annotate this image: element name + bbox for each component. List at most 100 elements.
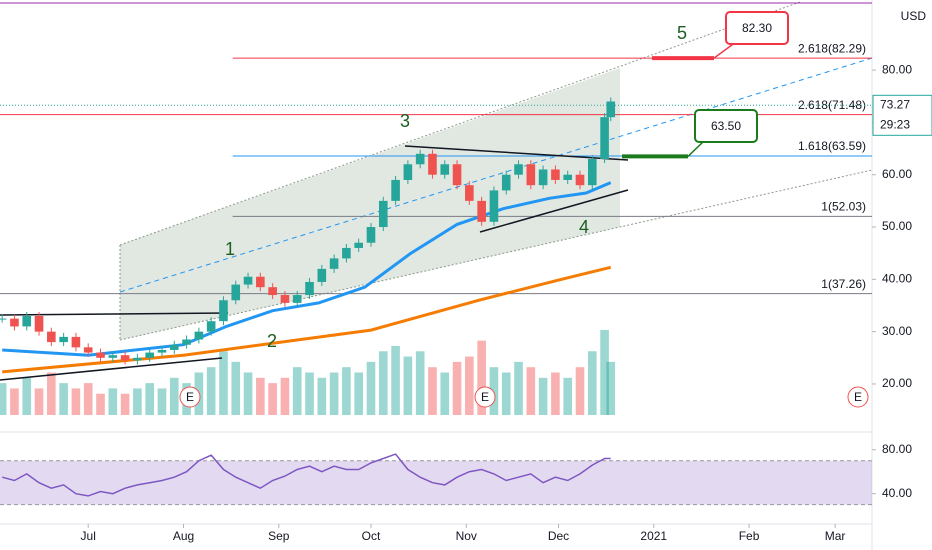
volume-bar	[71, 388, 81, 415]
currency: USD	[901, 9, 927, 23]
volume-bar	[157, 388, 167, 415]
candle	[256, 276, 265, 288]
target-label: 82.30	[742, 21, 772, 35]
trend-line	[0, 312, 229, 316]
y-tick-label: 80.00	[882, 62, 912, 76]
x-tick-label: Feb	[739, 529, 760, 543]
earnings-label: E	[481, 390, 489, 404]
channel-lower	[119, 169, 873, 341]
x-tick-label: Oct	[362, 529, 381, 543]
volume-bar	[256, 377, 265, 415]
volume-bar	[354, 372, 364, 415]
candle	[219, 300, 228, 322]
candle	[22, 315, 32, 327]
volume-bar	[231, 361, 241, 415]
candle	[366, 227, 376, 243]
volume-bar	[403, 356, 413, 415]
candle	[403, 164, 413, 180]
volume-bar	[292, 367, 302, 415]
earnings-label: E	[854, 390, 862, 404]
volume-bar	[440, 372, 450, 415]
volume-bar	[268, 383, 277, 415]
earnings-marker	[474, 386, 496, 408]
volume-bar	[96, 393, 105, 415]
earnings-marker	[179, 386, 201, 408]
candle	[575, 174, 585, 186]
candle	[305, 281, 314, 296]
fib-label: 1(37.26)	[821, 277, 866, 291]
candle	[231, 284, 241, 301]
x-tick-label: Aug	[173, 529, 194, 543]
y-tick-label: 20.00	[882, 376, 912, 390]
volume-bar	[514, 361, 523, 415]
candle	[329, 258, 339, 269]
volume-bar	[59, 383, 68, 415]
volume-bar	[538, 377, 548, 415]
candle	[415, 153, 425, 165]
countdown: 29:23	[880, 117, 910, 131]
volume-bar	[452, 361, 462, 415]
volume-bar	[606, 361, 616, 415]
candle	[206, 321, 216, 332]
candle	[108, 355, 118, 358]
volume-bar	[329, 372, 339, 415]
volume-bar	[22, 377, 32, 415]
wave-label: 5	[677, 23, 687, 43]
volume-bar	[342, 367, 351, 415]
x-tick-label: Nov	[456, 529, 477, 543]
volume-bar	[120, 393, 130, 415]
candle	[452, 164, 462, 186]
target-box	[725, 11, 789, 45]
candle	[501, 174, 511, 191]
x-tick-label: Sep	[268, 529, 290, 543]
channel-upper	[119, 1, 801, 246]
candle	[96, 352, 105, 358]
candle	[145, 352, 154, 358]
volume-bar	[305, 372, 314, 415]
candle	[59, 336, 68, 343]
candle	[378, 200, 388, 228]
candle	[243, 276, 253, 285]
last-price: 73.27	[880, 97, 910, 111]
channel-fill	[120, 68, 620, 340]
trend-line	[0, 357, 223, 381]
candle	[606, 101, 616, 118]
volume-bar	[378, 351, 388, 415]
volume-bar	[0, 383, 7, 415]
volume-bar	[83, 383, 93, 415]
rsi-tick-label: 40.00	[882, 486, 912, 500]
candle	[428, 153, 437, 175]
candle	[489, 190, 499, 222]
volume-bar	[206, 367, 216, 415]
volume-bar	[280, 377, 290, 415]
candle	[47, 331, 56, 343]
candle	[34, 315, 44, 332]
volume-bar	[391, 345, 400, 415]
volume-bar	[465, 356, 474, 415]
volume-bar	[551, 372, 560, 415]
wave-label: 1	[225, 239, 235, 259]
earnings-marker	[847, 386, 869, 408]
wave-label: 2	[267, 331, 277, 351]
volume-bar	[526, 367, 536, 415]
fib-label: 1.618(63.59)	[798, 139, 866, 153]
wave-label: 3	[400, 111, 410, 131]
candle	[10, 318, 19, 327]
volume-bar	[243, 372, 253, 415]
candle	[600, 117, 609, 160]
volume-bar	[415, 351, 425, 415]
volume-bar	[501, 372, 511, 415]
candle	[342, 247, 351, 259]
volume-bar	[317, 377, 327, 415]
y-tick-label: 60.00	[882, 167, 912, 181]
fib-label: 1(52.03)	[821, 200, 866, 214]
volume-bar	[34, 388, 44, 415]
volume-bar	[10, 388, 19, 415]
rsi-line	[2, 453, 611, 497]
candle	[133, 357, 142, 361]
trend-line	[404, 145, 629, 161]
volume-bar	[108, 388, 118, 415]
volume-bar	[600, 330, 609, 415]
volume-bar	[563, 377, 573, 415]
y-tick-label: 50.00	[882, 219, 912, 233]
